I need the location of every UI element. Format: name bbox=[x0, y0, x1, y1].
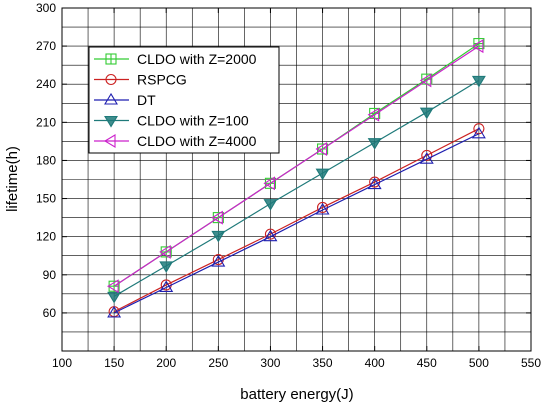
point-marker bbox=[104, 92, 118, 105]
legend-box bbox=[88, 46, 280, 154]
point-marker bbox=[315, 142, 328, 156]
point-marker bbox=[367, 138, 382, 150]
point-marker bbox=[263, 229, 278, 242]
point-marker bbox=[263, 199, 278, 211]
x-tick-label: 200 bbox=[156, 356, 176, 370]
y-tick-label: 210 bbox=[36, 115, 56, 129]
series-line bbox=[113, 79, 480, 297]
point-marker bbox=[471, 126, 486, 139]
y-tick-label: 120 bbox=[36, 230, 56, 244]
x-tick-label: 550 bbox=[521, 356, 541, 370]
x-axis-title: battery energy(J) bbox=[240, 386, 353, 403]
y-axis-title: lifetime(h) bbox=[4, 146, 21, 212]
series-line bbox=[113, 133, 480, 314]
y-tick-label: 90 bbox=[43, 268, 57, 282]
point-marker bbox=[211, 255, 226, 267]
point-marker bbox=[107, 291, 122, 304]
x-tick-label: 300 bbox=[260, 356, 280, 370]
point-marker bbox=[315, 168, 330, 181]
point-marker bbox=[419, 152, 434, 164]
legend-item: DT bbox=[94, 92, 156, 108]
point-marker bbox=[103, 134, 116, 148]
y-tick-label: 180 bbox=[36, 153, 56, 167]
x-tick-label: 450 bbox=[417, 356, 437, 370]
series bbox=[107, 75, 486, 304]
point-marker bbox=[471, 75, 486, 88]
series-line bbox=[113, 128, 480, 313]
plot-frame bbox=[61, 7, 532, 352]
legend-item: CLDO with Z=100 bbox=[94, 113, 249, 129]
y-tick-label: 240 bbox=[36, 77, 56, 91]
point-marker bbox=[107, 305, 122, 318]
point-marker bbox=[211, 210, 223, 225]
point-marker bbox=[159, 261, 174, 273]
y-tick-label: 60 bbox=[43, 306, 57, 320]
x-tick-label: 500 bbox=[469, 356, 489, 370]
legend-item: CLDO with Z=2000 bbox=[94, 51, 257, 67]
point-marker bbox=[159, 244, 171, 259]
legend-label: CLDO with Z=100 bbox=[137, 113, 249, 129]
series-group bbox=[107, 38, 486, 318]
point-marker bbox=[471, 39, 484, 54]
legend-label: RSPCG bbox=[137, 72, 187, 88]
point-marker bbox=[211, 230, 226, 243]
y-tick-label: 150 bbox=[36, 192, 56, 206]
point-marker bbox=[315, 202, 330, 215]
point-marker bbox=[473, 123, 485, 135]
point-marker bbox=[421, 149, 433, 161]
y-tick-label: 300 bbox=[36, 1, 56, 15]
point-marker bbox=[419, 73, 432, 88]
legend-label: CLDO with Z=2000 bbox=[137, 51, 257, 67]
point-marker bbox=[419, 107, 434, 120]
point-marker bbox=[104, 115, 118, 128]
point-marker bbox=[263, 176, 275, 191]
point-marker bbox=[367, 177, 382, 190]
legend-label: DT bbox=[137, 92, 156, 108]
legend-item: RSPCG bbox=[94, 72, 187, 88]
point-marker-cross bbox=[106, 54, 116, 64]
x-tick-label: 400 bbox=[365, 356, 385, 370]
axis-ticks: 100 150 200 250 300 350 400 450 500 550 60 90 120 150… bbox=[36, 1, 541, 370]
x-tick-label: 350 bbox=[313, 356, 333, 370]
x-tick-label: 100 bbox=[52, 356, 72, 370]
point-marker bbox=[105, 73, 117, 86]
legend: CLDO with Z=2000 RSPCG DT CLDO with Z=100 CL… bbox=[88, 46, 280, 154]
x-tick-label: 150 bbox=[104, 356, 124, 370]
point-marker bbox=[107, 279, 119, 294]
point-marker bbox=[159, 280, 174, 293]
x-tick-label: 250 bbox=[208, 356, 228, 370]
legend-label: CLDO with Z=4000 bbox=[137, 133, 257, 149]
series-line bbox=[113, 45, 480, 287]
y-tick-label: 270 bbox=[36, 39, 56, 53]
legend-item: CLDO with Z=4000 bbox=[94, 133, 257, 149]
series bbox=[107, 39, 484, 294]
series bbox=[107, 126, 486, 318]
point-marker-cross bbox=[473, 38, 484, 49]
point-marker bbox=[367, 107, 380, 122]
